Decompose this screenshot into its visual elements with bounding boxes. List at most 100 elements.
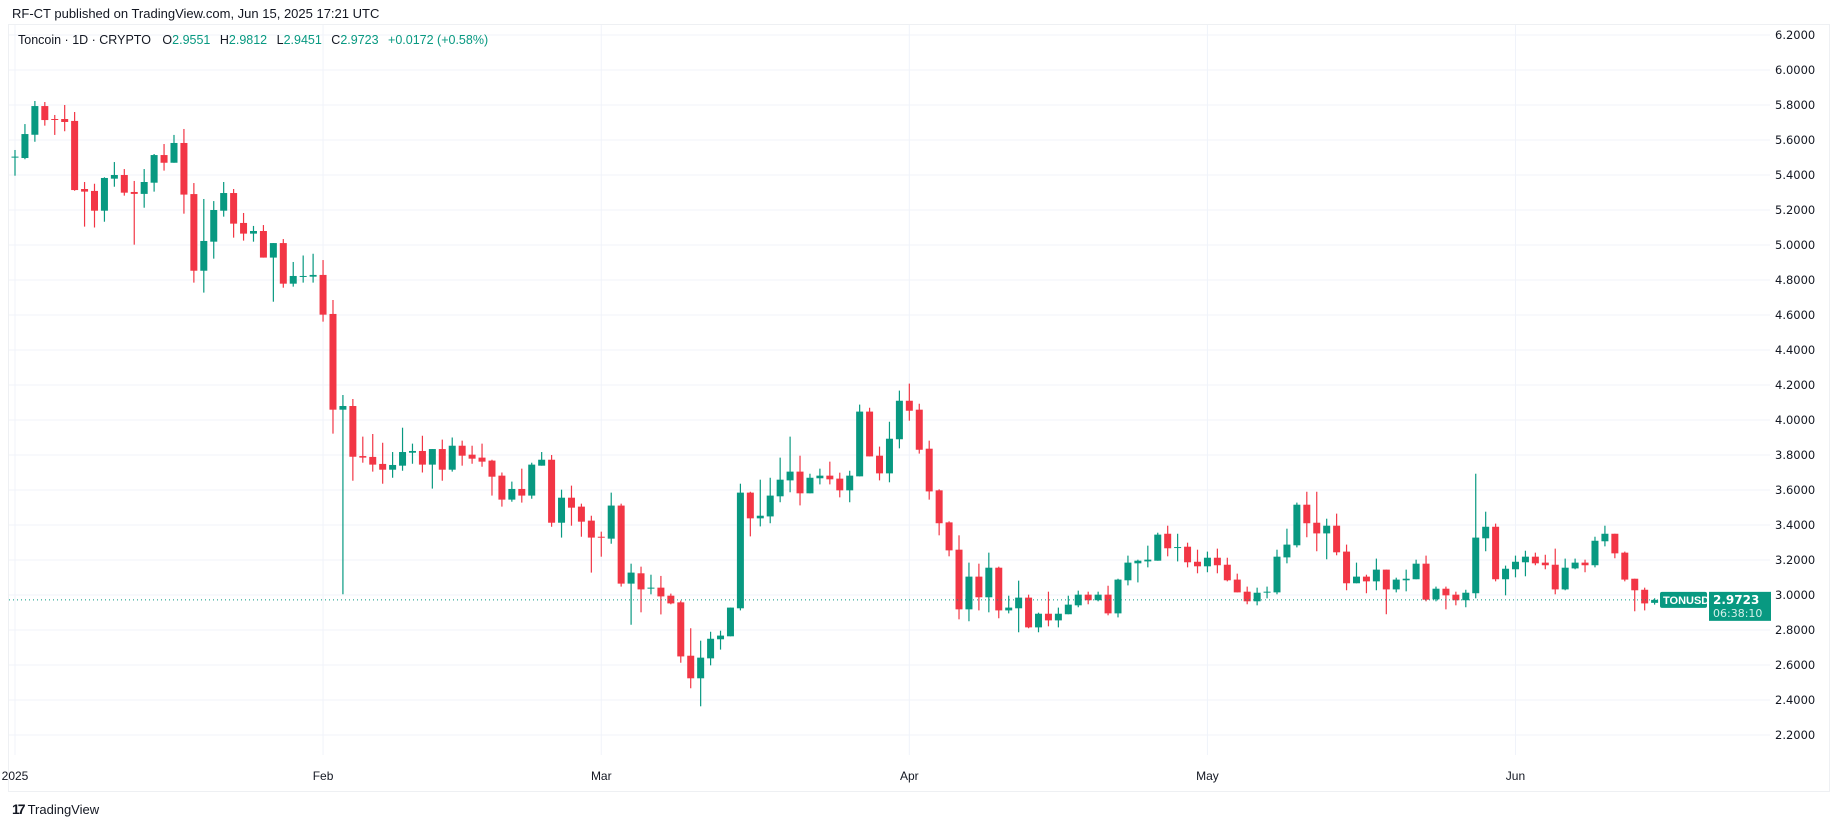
candle[interactable] [359,436,367,463]
candle[interactable] [1482,511,1490,552]
candle[interactable] [766,477,774,524]
candle[interactable] [776,457,784,503]
candle[interactable] [1531,552,1539,566]
candle[interactable] [1432,586,1440,602]
candle[interactable] [220,182,228,217]
candle[interactable] [1571,558,1579,570]
candle[interactable] [349,399,357,481]
candle[interactable] [567,485,575,526]
candle[interactable] [587,515,595,573]
candle[interactable] [508,481,516,502]
candle[interactable] [259,225,267,258]
footer-brand[interactable]: 17 TradingView [12,801,99,817]
candle[interactable] [81,182,89,227]
candle[interactable] [1164,525,1172,557]
candle[interactable] [1025,594,1033,629]
candle[interactable] [1631,578,1639,612]
candle[interactable] [389,452,397,478]
candle[interactable] [339,394,347,595]
candle[interactable] [1243,586,1251,605]
candle[interactable] [1323,518,1331,560]
candle[interactable] [289,261,297,287]
candle[interactable] [597,531,605,557]
candle[interactable] [140,169,148,208]
candle[interactable] [1303,491,1311,538]
candle[interactable] [1422,555,1430,602]
candle[interactable] [21,124,29,160]
candle[interactable] [806,473,814,494]
candle[interactable] [90,183,98,228]
candle[interactable] [1402,569,1410,592]
candle[interactable] [1005,595,1013,614]
candle[interactable] [1194,549,1202,574]
candle[interactable] [895,390,903,449]
candle[interactable] [498,472,506,507]
candle[interactable] [160,144,168,171]
candle[interactable] [1124,555,1132,586]
candle[interactable] [935,489,943,536]
candle[interactable] [71,112,79,191]
candle[interactable] [150,154,158,192]
candle[interactable] [210,201,218,259]
candle[interactable] [518,468,526,503]
candle[interactable] [1581,559,1589,573]
candle[interactable] [836,472,844,498]
candle[interactable] [667,593,675,605]
candle[interactable] [826,461,834,485]
candle[interactable] [448,437,456,472]
candle[interactable] [1521,550,1529,577]
candle[interactable] [945,521,953,557]
candle[interactable] [100,177,108,222]
candle[interactable] [1134,559,1142,583]
candle[interactable] [846,470,854,503]
candle[interactable] [309,253,317,283]
candle[interactable] [200,198,208,293]
candle[interactable] [697,640,705,707]
candle[interactable] [1502,565,1510,596]
candle[interactable] [1352,562,1360,584]
candle[interactable] [1174,533,1182,562]
candle[interactable] [1621,551,1629,582]
candle[interactable] [269,243,277,302]
candle[interactable] [279,239,287,288]
candle[interactable] [468,445,476,464]
candle[interactable] [1343,544,1351,591]
candle[interactable] [885,421,893,483]
candle[interactable] [528,462,536,499]
candle[interactable] [796,455,804,506]
candle[interactable] [1392,577,1400,593]
candle[interactable] [418,435,426,473]
candle[interactable] [110,162,118,187]
candle[interactable] [1541,554,1549,570]
candle[interactable] [856,404,864,477]
candle[interactable] [1114,578,1122,618]
candle[interactable] [438,439,446,481]
candle[interactable] [627,563,635,625]
candle[interactable] [995,566,1003,619]
candle[interactable] [538,452,546,466]
candle[interactable] [1054,607,1062,628]
candle[interactable] [1333,513,1341,556]
candle[interactable] [130,180,138,245]
candle[interactable] [1362,574,1370,594]
candle[interactable] [975,563,983,611]
candle[interactable] [1104,585,1112,616]
candle[interactable] [1412,559,1420,580]
candle[interactable] [1094,591,1102,602]
candle[interactable] [876,446,884,481]
candle[interactable] [230,189,238,238]
candle[interactable] [1591,536,1599,568]
candle[interactable] [965,562,973,622]
candle[interactable] [677,600,685,663]
candle[interactable] [1074,590,1082,608]
candle[interactable] [1233,573,1241,593]
candle[interactable] [329,299,337,434]
candle[interactable] [1203,551,1211,573]
candle[interactable] [558,489,566,538]
candle[interactable] [746,491,754,537]
candle[interactable] [1044,591,1052,627]
candle[interactable] [1144,545,1152,568]
candle[interactable] [1213,548,1221,574]
candle[interactable] [180,128,188,214]
